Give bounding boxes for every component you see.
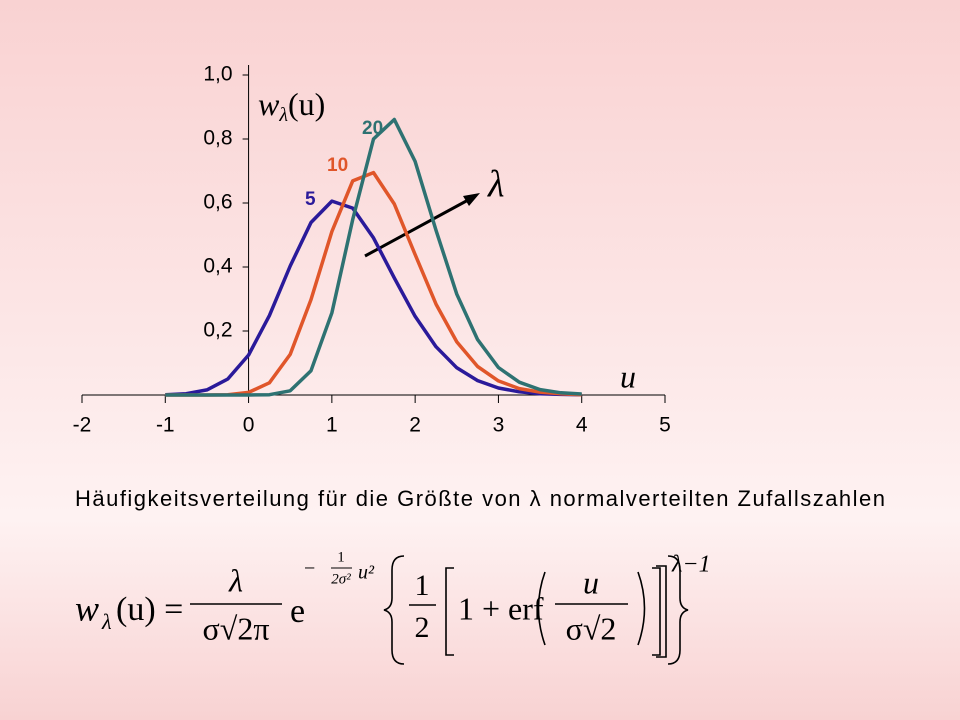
x-tick-label: 5	[659, 414, 671, 437]
formula-exp-base: e	[290, 593, 305, 630]
arrow	[364, 197, 471, 258]
formula-exp-num: 1	[337, 549, 345, 565]
formula-frac1-num: λ	[228, 562, 243, 598]
arrow-label: λ	[487, 164, 504, 206]
bracket	[445, 567, 454, 656]
y-tick-label: 0,8	[203, 127, 232, 150]
formula	[190, 555, 689, 665]
x-tick-label: -1	[156, 414, 175, 437]
formula-lhs: w	[75, 588, 99, 628]
y-tick-label: 0,6	[203, 191, 232, 214]
y-axis-label: wλ(u)	[258, 86, 325, 125]
y-tick-label: 0,4	[203, 255, 233, 278]
series-line	[165, 117, 582, 397]
y-tick-label: 1,0	[203, 63, 232, 86]
formula-erf: 1 + erf	[458, 590, 544, 626]
bracket	[656, 565, 667, 658]
y-tick-label: 0,2	[203, 319, 232, 342]
x-axis-label: u	[620, 358, 636, 394]
formula-exp-var: u²	[358, 562, 375, 584]
brace	[667, 555, 689, 665]
y-label-arg: (u)	[288, 86, 325, 122]
series-line	[165, 199, 582, 397]
formula-frac2-num: u	[583, 564, 599, 600]
formula-half-den: 2	[415, 611, 430, 644]
x-tick-label: 3	[493, 414, 505, 437]
formula-lhs-sub: λ	[101, 609, 112, 634]
x-tick-label: 0	[243, 414, 255, 437]
x-tick-label: -2	[73, 414, 92, 437]
formula-half-num: 1	[415, 569, 430, 602]
series-label: 5	[305, 189, 316, 210]
formula-frac1-den: σ√2π	[203, 610, 270, 646]
formula-exp-den: 2σ²	[331, 571, 351, 587]
x-tick-label: 1	[326, 414, 338, 437]
x-tick-label: 4	[576, 414, 588, 437]
y-label-sub: λ	[278, 104, 288, 126]
x-tick-label: 2	[409, 414, 421, 437]
formula-frac2-den: σ√2	[566, 610, 617, 646]
paren	[637, 571, 646, 646]
paren	[537, 571, 546, 646]
series-label: 10	[327, 155, 348, 176]
caption: Häufigkeitsverteilung für die Größte von…	[75, 486, 885, 511]
arrow-head	[463, 193, 480, 206]
formula-exp-sign: −	[304, 558, 315, 580]
formula-power: λ−1	[671, 552, 711, 578]
brace	[383, 555, 405, 665]
series-label: 20	[362, 118, 383, 139]
bracket	[652, 567, 661, 656]
formula-lhs-arg: (u) =	[116, 591, 183, 628]
y-label-base: w	[258, 86, 280, 122]
